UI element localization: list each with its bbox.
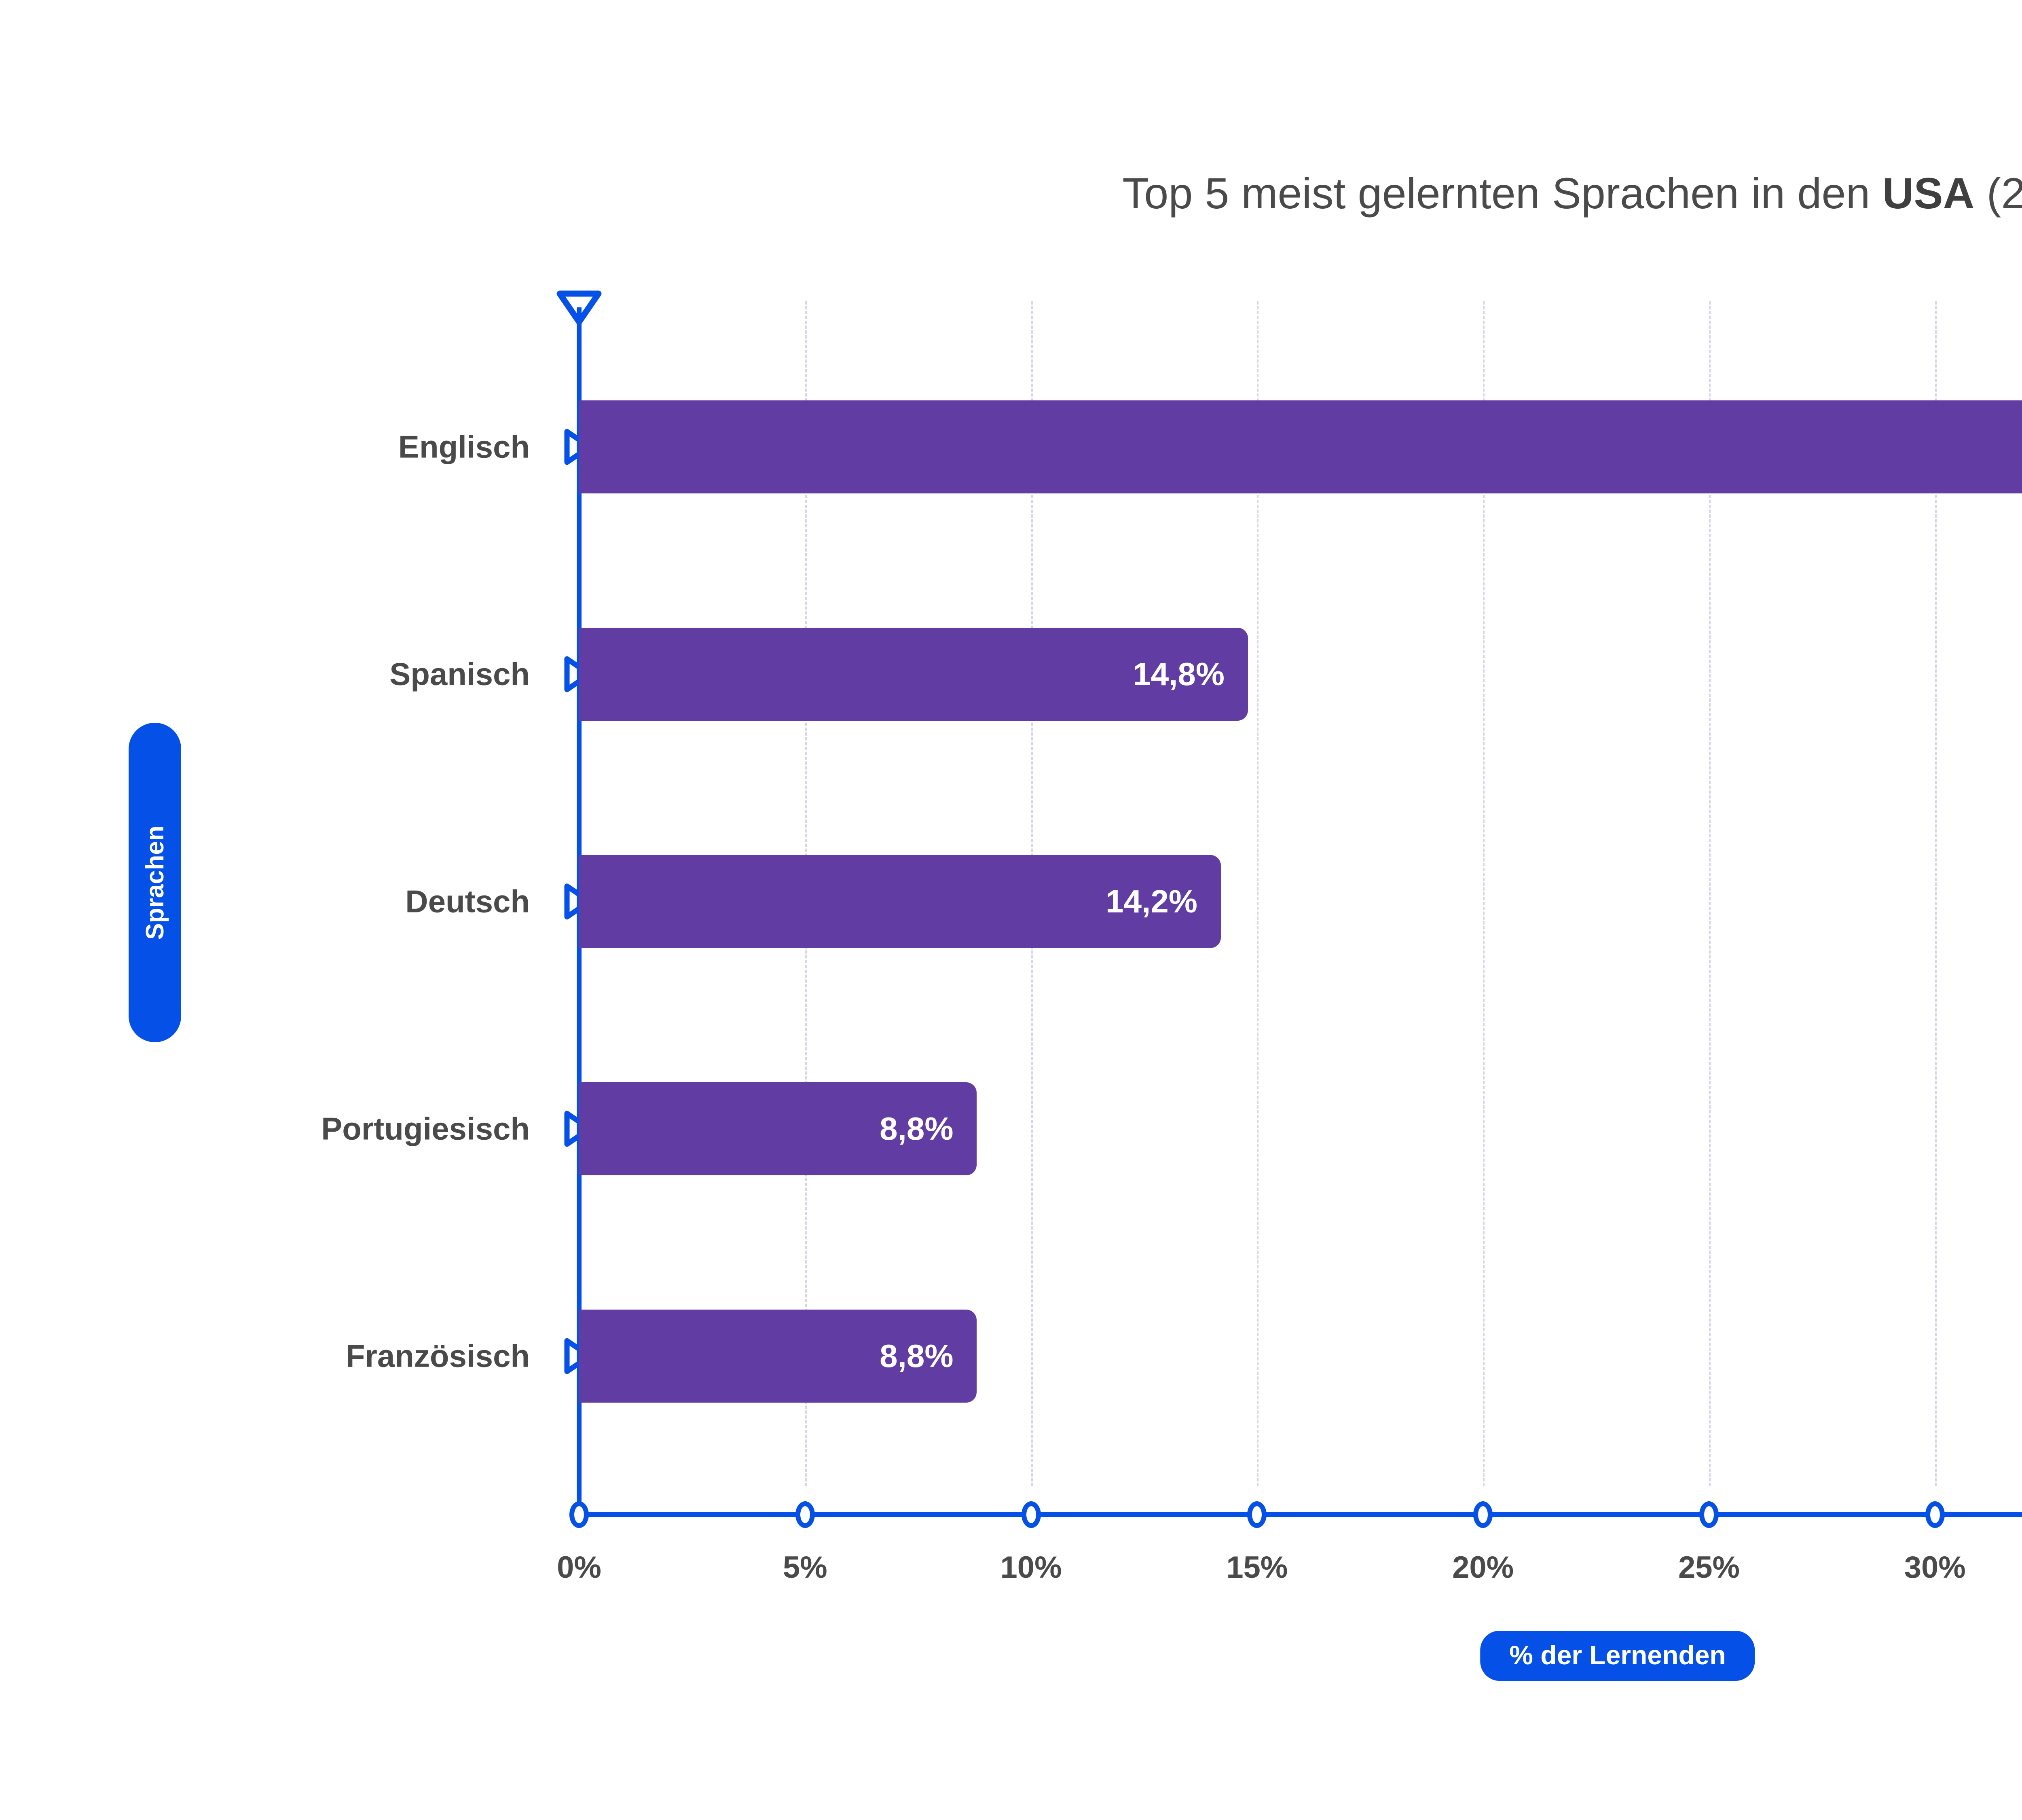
y-axis-tick-marker-icon xyxy=(564,1111,592,1147)
x-axis-tick-label: 10% xyxy=(1000,1550,1062,1585)
y-axis-category-label: Englisch xyxy=(398,429,530,465)
bar[interactable]: 36,3% xyxy=(579,400,2022,493)
chart-title: Top 5 meist gelernten Sprachen in den US… xyxy=(0,168,2022,218)
y-axis-tick-marker-icon xyxy=(564,1338,592,1374)
y-axis-arrow-icon xyxy=(556,290,602,325)
x-axis-tick-label: 5% xyxy=(783,1550,827,1585)
bar-row[interactable]: Englisch 36,3% xyxy=(0,400,2022,493)
y-axis-category-label: Deutsch xyxy=(405,883,530,919)
x-axis-tick-marker xyxy=(1473,1501,1493,1528)
x-axis-tick-marker xyxy=(1247,1501,1267,1528)
x-axis-tick-label: 0% xyxy=(557,1550,601,1585)
y-axis-tick-marker-icon xyxy=(564,429,592,465)
bar-row[interactable]: Französisch 8,8% xyxy=(0,1310,2022,1403)
y-axis-title: Sprachen xyxy=(129,723,181,1042)
bar[interactable]: 14,8% xyxy=(579,628,1248,721)
x-axis-tick-label: 25% xyxy=(1678,1550,1740,1585)
bar[interactable]: 8,8% xyxy=(579,1310,977,1403)
bar-value-label: 14,2% xyxy=(1106,883,1197,919)
x-axis-tick-label: 30% xyxy=(1904,1550,1966,1585)
x-axis-line xyxy=(579,1512,2022,1517)
x-axis-tick-marker xyxy=(1925,1501,1945,1528)
bar-row[interactable]: Spanisch 14,8% xyxy=(0,628,2022,721)
chart-title-emphasis: USA xyxy=(1882,169,1975,218)
bar-row[interactable]: Portugiesisch 8,8% xyxy=(0,1082,2022,1175)
bar[interactable]: 14,2% xyxy=(579,855,1221,948)
chart-title-part2: (2024) xyxy=(1986,169,2022,218)
bar-row[interactable]: Deutsch 14,2% xyxy=(0,855,2022,948)
y-axis-tick-marker-icon xyxy=(564,883,592,920)
x-axis-title-label: % der Lernenden xyxy=(1509,1640,1726,1670)
gridline xyxy=(1709,301,1711,1486)
x-axis-tick-marker xyxy=(569,1501,589,1528)
y-axis-title-label: Sprachen xyxy=(141,825,169,940)
gridline xyxy=(1257,301,1259,1486)
x-axis-tick-marker xyxy=(795,1501,815,1528)
gridline xyxy=(1483,301,1485,1486)
y-axis-category-label: Spanisch xyxy=(389,656,530,692)
y-axis-category-label: Französisch xyxy=(345,1338,530,1374)
gridline xyxy=(1935,301,1937,1486)
y-axis-category-label: Portugiesisch xyxy=(321,1111,530,1147)
bar-value-label: 14,8% xyxy=(1133,656,1225,692)
x-axis-title: % der Lernenden xyxy=(1480,1631,1755,1681)
bar-value-label: 8,8% xyxy=(880,1111,954,1147)
x-axis-tick-marker xyxy=(1699,1501,1719,1528)
x-axis-tick-label: 15% xyxy=(1226,1550,1288,1585)
y-axis-tick-marker-icon xyxy=(564,656,592,692)
bar[interactable]: 8,8% xyxy=(579,1082,977,1175)
x-axis-tick-marker xyxy=(1021,1501,1041,1528)
chart-title-part1: Top 5 meist gelernten Sprachen in den xyxy=(1122,169,1882,218)
x-axis-tick-label: 20% xyxy=(1452,1550,1514,1585)
bar-value-label: 8,8% xyxy=(880,1338,954,1374)
